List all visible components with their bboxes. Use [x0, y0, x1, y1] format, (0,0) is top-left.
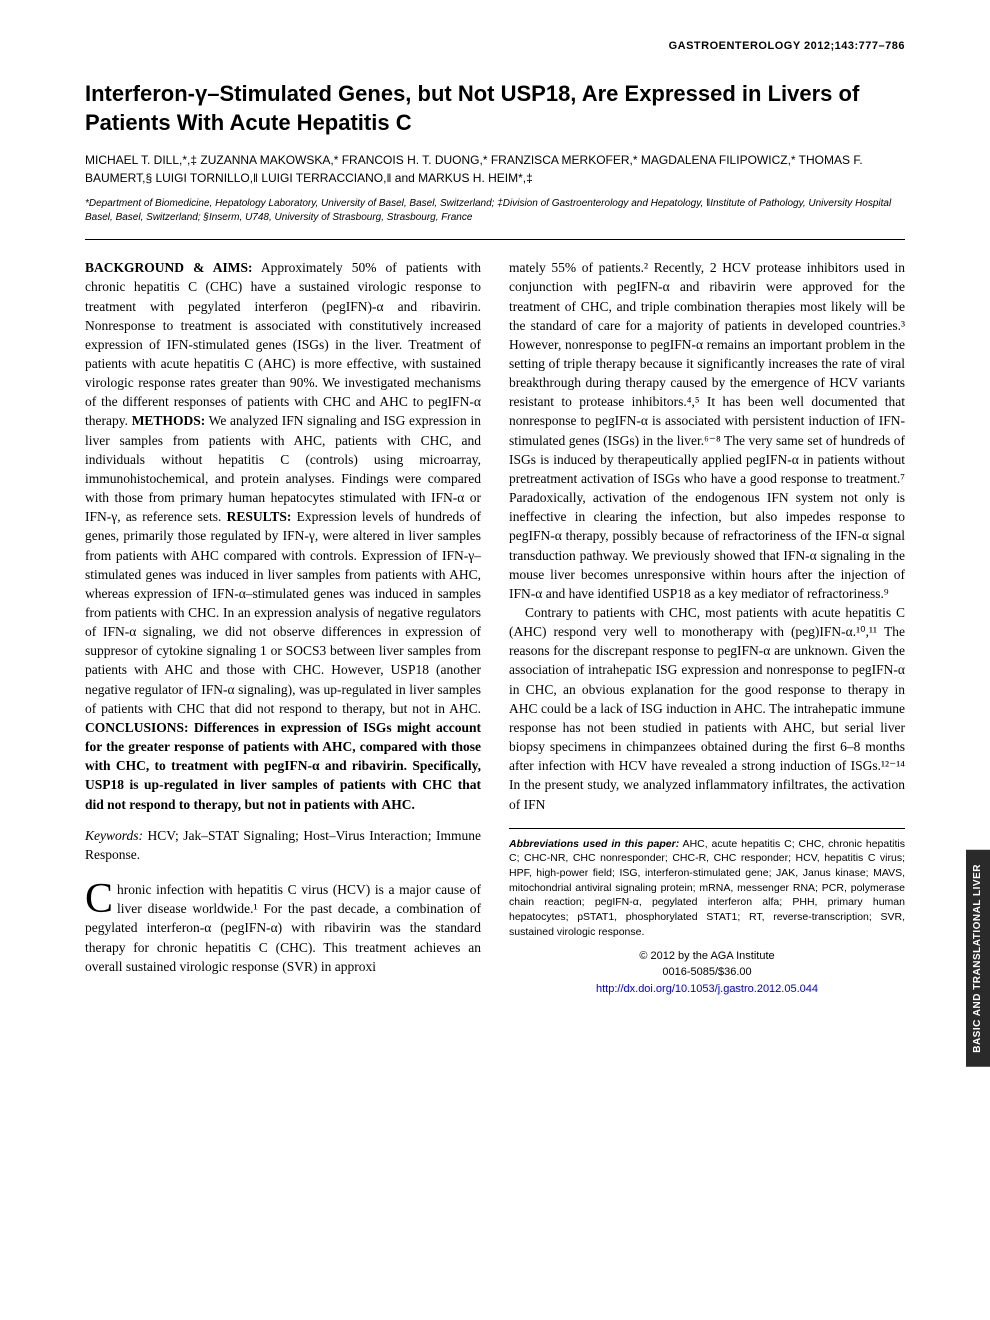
article-title: Interferon-γ–Stimulated Genes, but Not U… — [85, 80, 905, 137]
copyright-line2: 0016-5085/$36.00 — [509, 964, 905, 981]
intro-paragraph-1: Chronic infection with hepatitis C virus… — [85, 880, 481, 976]
results-label: RESULTS: — [227, 509, 292, 524]
keywords-line: Keywords: HCV; Jak–STAT Signaling; Host–… — [85, 826, 481, 864]
methods-text: We analyzed IFN signaling and ISG expres… — [85, 413, 481, 524]
abbreviations-box: Abbreviations used in this paper: AHC, a… — [509, 828, 905, 940]
doi-link[interactable]: http://dx.doi.org/10.1053/j.gastro.2012.… — [596, 983, 818, 995]
background-text: Approximately 50% of patients with chron… — [85, 260, 481, 428]
two-column-layout: BACKGROUND & AIMS: Approximately 50% of … — [85, 258, 905, 997]
author-list: MICHAEL T. DILL,*,‡ ZUZANNA MAKOWSKA,* F… — [85, 151, 905, 187]
intro-p1-text: hronic infection with hepatitis C virus … — [85, 882, 481, 974]
methods-label: METHODS: — [132, 413, 206, 428]
right-column: mately 55% of patients.² Recently, 2 HCV… — [509, 258, 905, 997]
abstract-paragraph: BACKGROUND & AIMS: Approximately 50% of … — [85, 258, 481, 814]
conclusions-label: CONCLUSIONS: — [85, 720, 189, 735]
journal-reference: GASTROENTEROLOGY 2012;143:777–786 — [669, 40, 905, 52]
author-affiliations: *Department of Biomedicine, Hepatology L… — [85, 197, 905, 240]
abbreviations-text: AHC, acute hepatitis C; CHC, chronic hep… — [509, 838, 905, 938]
left-column: BACKGROUND & AIMS: Approximately 50% of … — [85, 258, 481, 997]
section-side-tab: BASIC AND TRANSLATIONAL LIVER — [966, 850, 990, 1067]
intro-paragraph-2: mately 55% of patients.² Recently, 2 HCV… — [509, 258, 905, 603]
intro-paragraph-3: Contrary to patients with CHC, most pati… — [509, 603, 905, 814]
copyright-block: © 2012 by the AGA Institute 0016-5085/$3… — [509, 948, 905, 998]
abbreviations-label: Abbreviations used in this paper: — [509, 838, 679, 850]
keywords-label: Keywords: — [85, 828, 143, 843]
background-aims-label: BACKGROUND & AIMS: — [85, 260, 252, 275]
keywords-text: HCV; Jak–STAT Signaling; Host–Virus Inte… — [85, 828, 481, 862]
dropcap-letter: C — [85, 880, 117, 918]
results-text: Expression levels of hundreds of genes, … — [85, 509, 481, 716]
copyright-line1: © 2012 by the AGA Institute — [509, 948, 905, 965]
